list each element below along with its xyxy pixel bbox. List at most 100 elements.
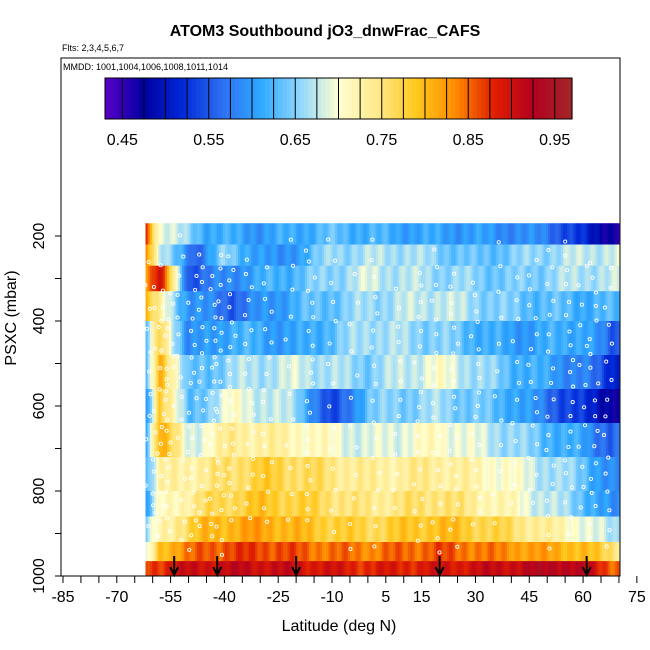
sample-marker	[251, 412, 256, 417]
heatmap-cell	[427, 265, 431, 292]
heatmap-cell	[573, 265, 577, 292]
sample-marker	[243, 371, 248, 376]
heatmap-cell	[186, 561, 190, 576]
sample-marker	[499, 315, 504, 320]
heatmap-cell	[199, 516, 202, 543]
heatmap-cell	[242, 423, 245, 458]
heatmap-cell	[522, 516, 525, 543]
heatmap-cell	[608, 389, 611, 424]
heatmap-cell	[248, 491, 252, 517]
heatmap-cell	[365, 389, 368, 424]
heatmap-cell	[502, 355, 506, 390]
heatmap-cell	[188, 389, 192, 424]
heatmap-cell	[483, 516, 487, 543]
heatmap-cell	[392, 265, 396, 292]
heatmap-cell	[248, 542, 252, 562]
heatmap-cell	[545, 321, 549, 356]
heatmap-cell	[562, 423, 566, 458]
heatmap-cell	[545, 291, 549, 322]
heatmap-cell	[575, 561, 579, 576]
heatmap-cell	[356, 321, 360, 356]
heatmap-cell	[420, 491, 424, 517]
heatmap-cell	[235, 291, 239, 322]
heatmap-cell	[145, 265, 149, 292]
heatmap-cell	[388, 223, 392, 245]
heatmap-cell	[285, 542, 289, 562]
heatmap-cell	[235, 561, 239, 576]
heatmap-cell	[466, 291, 469, 322]
heatmap-cell	[590, 321, 594, 356]
heatmap-cell	[156, 491, 159, 517]
heatmap-cell	[461, 561, 465, 576]
colorbar-segment	[334, 78, 340, 119]
heatmap-cell	[388, 291, 392, 322]
colorbar-segment	[394, 78, 400, 119]
heatmap-cell	[593, 265, 596, 292]
heatmap-cell	[375, 542, 379, 562]
heatmap-cell	[218, 265, 222, 292]
sample-marker	[544, 448, 549, 453]
heatmap-cell	[429, 244, 433, 267]
sample-marker	[448, 462, 453, 467]
sample-marker	[593, 503, 598, 509]
heatmap-cell	[281, 244, 284, 267]
heatmap-cell	[332, 265, 336, 292]
heatmap-cell	[408, 291, 411, 322]
heatmap-cell	[253, 561, 256, 576]
heatmap-cell	[416, 491, 420, 517]
heatmap-cell	[459, 265, 463, 292]
heatmap-cell	[614, 355, 618, 390]
sample-marker	[243, 272, 248, 277]
heatmap-cell	[369, 291, 372, 322]
heatmap-cell	[302, 355, 306, 390]
heatmap-cell	[552, 423, 555, 458]
heatmap-cell	[332, 321, 336, 356]
sample-marker	[186, 410, 192, 415]
heatmap-cell	[300, 244, 304, 267]
heatmap-cell	[356, 265, 360, 292]
heatmap-cell	[382, 265, 385, 292]
heatmap-cell	[399, 423, 403, 458]
sample-marker	[164, 428, 169, 433]
heatmap-cell	[504, 355, 508, 390]
heatmap-cell	[229, 457, 233, 492]
heatmap-cell	[300, 457, 304, 492]
x-tick-label: 75	[628, 589, 646, 606]
heatmap-cell	[457, 516, 461, 543]
heatmap-cell	[259, 542, 263, 562]
sample-marker	[434, 350, 439, 356]
heatmap-cell	[535, 244, 538, 267]
heatmap-cell	[399, 491, 403, 517]
heatmap-cell	[397, 244, 400, 267]
heatmap-cell	[270, 321, 273, 356]
heatmap-cell	[401, 516, 405, 543]
heatmap-cell	[349, 244, 353, 267]
heatmap-cell	[160, 244, 164, 267]
heatmap-cell	[192, 423, 196, 458]
heatmap-cell	[358, 516, 362, 543]
heatmap-cell	[590, 516, 594, 543]
heatmap-cell	[543, 223, 547, 245]
heatmap-cell	[436, 321, 439, 356]
heatmap-cell	[222, 355, 226, 390]
heatmap-cell	[319, 321, 323, 356]
sample-marker	[199, 279, 205, 285]
heatmap-cell	[537, 389, 540, 424]
heatmap-cell	[274, 561, 278, 576]
heatmap-cell	[250, 389, 254, 424]
heatmap-cell	[399, 389, 403, 424]
heatmap-cell	[313, 321, 316, 356]
heatmap-cell	[524, 516, 527, 543]
heatmap-cell	[418, 244, 422, 267]
heatmap-cell	[371, 542, 375, 562]
heatmap-cell	[175, 265, 179, 292]
heatmap-cell	[270, 457, 273, 492]
heatmap-cell	[532, 355, 536, 390]
sample-marker	[305, 507, 310, 512]
heatmap-cell	[554, 491, 558, 517]
sample-marker	[456, 341, 461, 346]
heatmap-cell	[276, 516, 280, 543]
sample-marker	[419, 376, 424, 381]
heatmap-cell	[268, 223, 271, 245]
heatmap-cell	[278, 321, 282, 356]
